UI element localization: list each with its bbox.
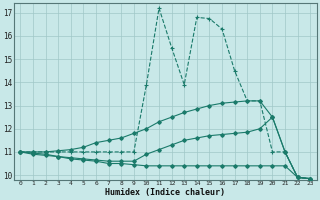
X-axis label: Humidex (Indice chaleur): Humidex (Indice chaleur)	[105, 188, 225, 197]
